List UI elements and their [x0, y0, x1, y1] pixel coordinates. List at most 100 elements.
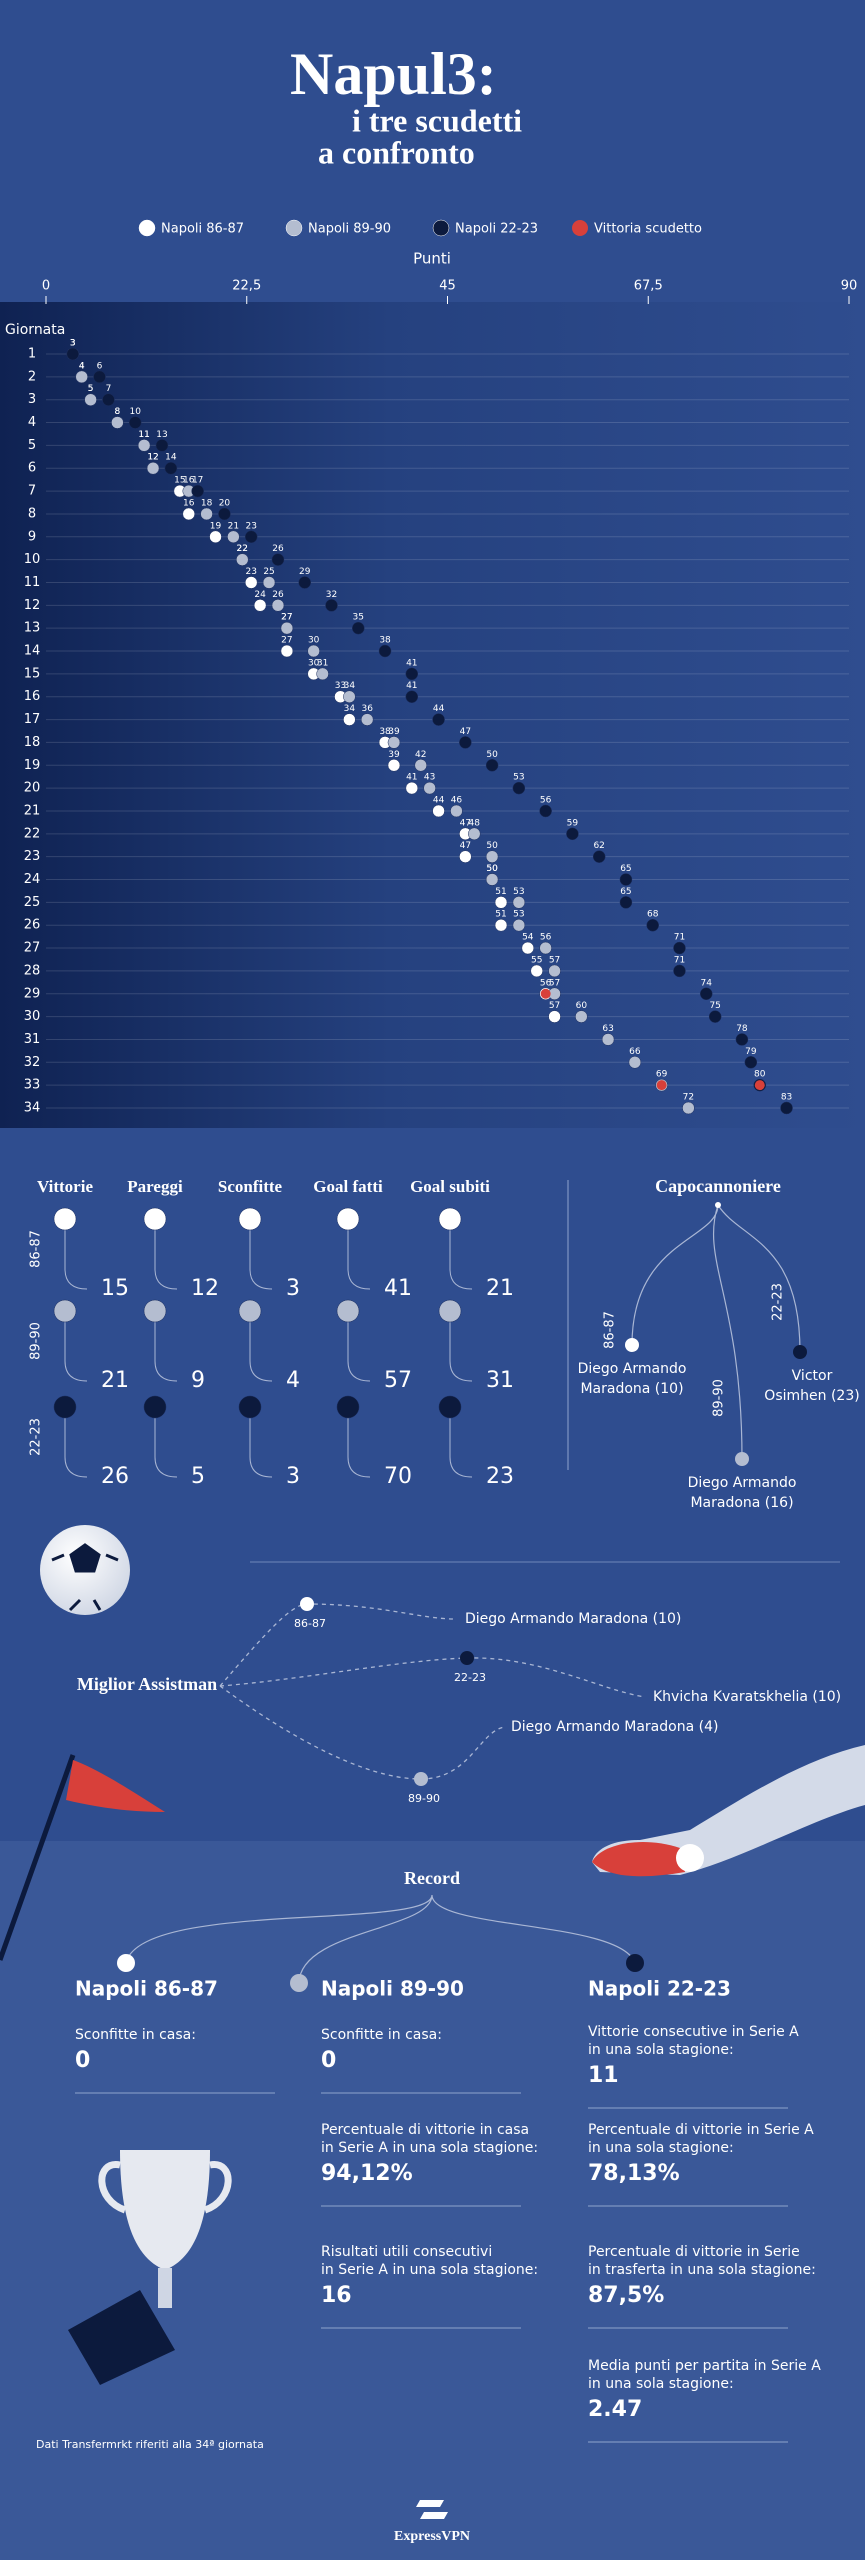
dot: [191, 484, 204, 498]
data-label: 22: [237, 544, 248, 554]
connector: [449, 1417, 473, 1478]
data-label: 63: [602, 1024, 613, 1034]
stat-value: 3: [286, 1276, 300, 1301]
scudetto-dot: [754, 1080, 765, 1091]
data-label: 13: [156, 430, 167, 440]
record-label: in trasferta in una sola stagione:: [588, 2262, 816, 2278]
dot: [227, 530, 240, 544]
connector: [347, 1417, 371, 1478]
connector: [449, 1321, 473, 1382]
y-tick-label: 14: [24, 644, 41, 659]
dot: [343, 690, 356, 703]
dot: [575, 1010, 588, 1023]
data-label: 41: [406, 773, 417, 783]
y-tick-label: 15: [24, 666, 41, 681]
y-tick-label: 11: [24, 575, 41, 590]
data-label: 7: [106, 384, 112, 394]
scudetto-dot: [656, 1080, 667, 1091]
data-label: 11: [138, 430, 149, 440]
data-label: 14: [165, 453, 177, 463]
dot: [405, 781, 419, 795]
y-tick-label: 13: [24, 621, 41, 636]
stat-dot: [53, 1395, 77, 1419]
record-value: 16: [321, 2283, 352, 2308]
data-label: 30: [308, 636, 320, 646]
data-label: 51: [495, 910, 506, 920]
data-label: 23: [245, 521, 256, 531]
record-value: 94,12%: [321, 2161, 413, 2186]
data-label: 5: [88, 384, 94, 394]
data-label: 20: [219, 498, 231, 508]
data-label: 53: [513, 887, 524, 897]
dot: [271, 599, 285, 612]
record-dot: [290, 1974, 308, 1992]
y-tick-label: 5: [28, 438, 36, 453]
dot: [200, 507, 213, 521]
data-label: 30: [308, 658, 320, 668]
data-label: 74: [701, 978, 713, 988]
data-label: 35: [353, 613, 364, 623]
season-label: 22-23: [454, 1671, 486, 1684]
dot: [298, 576, 311, 589]
legend-label: Vittoria scudetto: [594, 222, 702, 237]
y-tick-label: 32: [24, 1055, 41, 1070]
dot: [468, 827, 481, 841]
stat-value: 31: [486, 1368, 514, 1393]
y-axis-label: Giornata: [5, 322, 65, 338]
stat-dot: [143, 1207, 167, 1231]
data-label: 50: [486, 841, 498, 851]
scorer-dot: [735, 1452, 749, 1466]
record-label: in una sola stagione:: [588, 2042, 734, 2058]
data-label: 80: [754, 1070, 766, 1080]
y-tick-label: 24: [24, 872, 41, 887]
x-tick-label: 45: [439, 279, 456, 294]
y-tick-label: 1: [28, 347, 36, 362]
season-label: 86-87: [294, 1617, 326, 1630]
dot: [423, 781, 436, 795]
data-label: 60: [576, 1001, 588, 1011]
data-label: 72: [683, 1093, 694, 1103]
dot: [325, 599, 338, 612]
y-tick-label: 9: [28, 529, 36, 544]
y-tick-label: 22: [24, 826, 41, 841]
scorer-name: Osimhen (23): [764, 1388, 859, 1404]
y-tick-label: 18: [24, 735, 41, 750]
dot: [708, 1010, 722, 1023]
scorer-root: [715, 1202, 721, 1208]
data-label: 8: [115, 407, 121, 417]
stat-dot: [53, 1207, 77, 1231]
data-label: 50: [486, 864, 498, 874]
season-label: 22-23: [771, 1283, 786, 1321]
stat-header: Goal subiti: [410, 1177, 490, 1196]
connector: [64, 1417, 88, 1478]
dot: [780, 1101, 793, 1115]
dot: [494, 896, 508, 909]
dot: [744, 1056, 758, 1069]
season-label: 22-23: [29, 1418, 44, 1456]
data-label: 59: [567, 818, 579, 828]
data-label: 24: [254, 590, 266, 600]
dot: [280, 621, 294, 635]
data-label: 44: [433, 795, 445, 805]
sock: [592, 1745, 865, 1875]
legend-label: Napoli 86-87: [161, 222, 244, 237]
dot: [66, 347, 80, 361]
legend-marker: [285, 219, 303, 237]
data-label: 44: [433, 704, 445, 714]
connector: [347, 1321, 371, 1382]
record-label: Percentuale di vittorie in Serie A: [588, 2122, 814, 2138]
record-label: Vittorie consecutive in Serie A: [588, 2024, 799, 2040]
legend-label: Napoli 89-90: [308, 222, 391, 237]
y-tick-label: 28: [24, 963, 41, 978]
data-label: 66: [629, 1047, 641, 1057]
legend-marker: [138, 219, 156, 237]
data-label: 11: [138, 430, 149, 440]
y-tick-label: 33: [24, 1078, 41, 1093]
assist-dot: [300, 1597, 314, 1611]
data-label: 39: [388, 750, 400, 760]
dot: [352, 621, 365, 635]
data-label: 38: [379, 636, 391, 646]
data-label: 47: [460, 841, 471, 851]
x-tick-label: 0: [42, 279, 50, 294]
